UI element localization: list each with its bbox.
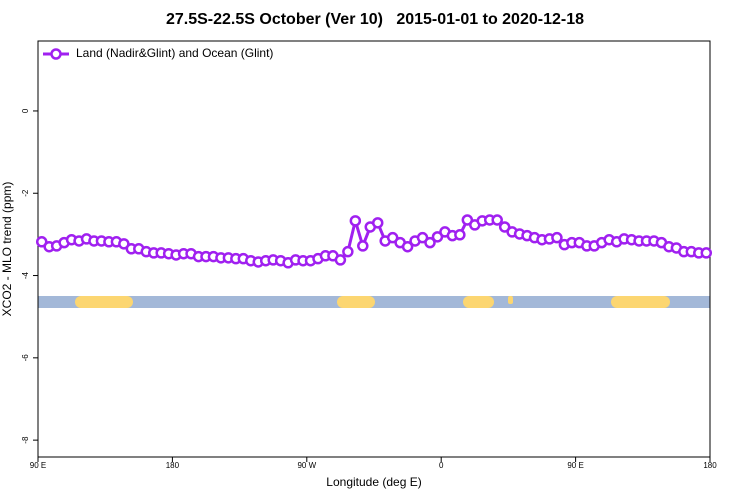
data-point: [342, 245, 354, 258]
x-tick-label: 90 W: [297, 461, 316, 470]
data-point: [424, 236, 436, 249]
legend-label: Land (Nadir&Glint) and Ocean (Glint): [76, 46, 273, 60]
data-point: [334, 254, 347, 266]
x-axis-label: Longitude (deg E): [326, 475, 421, 489]
data-point: [357, 240, 369, 252]
data-point: [454, 229, 466, 241]
x-tick-label: 180: [703, 461, 717, 470]
land-segment: [75, 296, 133, 308]
x-tick-label: 90 E: [30, 461, 46, 470]
data-point: [551, 231, 563, 244]
data-point: [700, 247, 713, 259]
legend-marker: [50, 48, 62, 60]
data-point: [461, 214, 474, 226]
y-tick-label: -4: [21, 271, 30, 279]
data-point: [118, 238, 130, 250]
y-axis-label: XCO2 - MLO trend (ppm): [0, 182, 14, 317]
x-tick-label: 0: [439, 461, 444, 470]
data-point: [401, 240, 414, 253]
data-point: [498, 221, 511, 233]
x-tick-label: 180: [166, 461, 180, 470]
data-point: [416, 231, 429, 244]
data-point: [35, 236, 48, 248]
data-point: [371, 217, 384, 229]
y-tick-label: -6: [21, 354, 30, 362]
land-segment: [611, 296, 670, 308]
y-tick-label: -2: [21, 189, 30, 197]
chart-title: 27.5S-22.5S October (Ver 10) 2015-01-01 …: [166, 11, 584, 28]
y-tick-label: 0: [21, 108, 30, 113]
land-segment: [463, 296, 494, 308]
land-segment: [508, 296, 513, 304]
data-point: [386, 231, 399, 244]
x-tick-label: 90 E: [567, 461, 583, 470]
data-point: [349, 215, 362, 227]
data-point: [431, 231, 444, 243]
land-segment: [337, 296, 375, 308]
y-tick-label: -8: [21, 436, 30, 444]
data-point: [491, 214, 503, 226]
surface-mask: [38, 296, 710, 308]
